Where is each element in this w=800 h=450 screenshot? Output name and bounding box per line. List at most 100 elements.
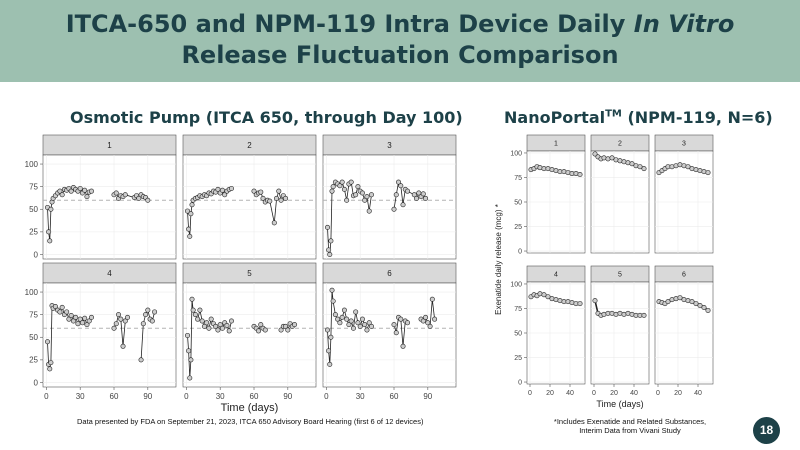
data-point (70, 318, 76, 324)
data-point (609, 310, 615, 316)
facet-panel-2: 2 (590, 134, 650, 254)
x-tick-label: 0 (656, 390, 660, 397)
data-point (411, 192, 417, 198)
slide-title-line2: Release Fluctuation Comparison (181, 41, 619, 69)
data-point (68, 313, 74, 319)
data-point (292, 322, 298, 328)
facet-label: 6 (387, 269, 392, 278)
data-point (393, 192, 399, 198)
data-point (329, 287, 335, 293)
facet-panel-1: 1 0 25 50 75 100 (25, 134, 177, 260)
data-point (577, 301, 583, 307)
data-point (368, 323, 374, 329)
data-point (341, 186, 347, 192)
data-point (197, 307, 203, 313)
x-tick-label: 30 (76, 392, 85, 401)
facet-plot-area (322, 154, 457, 260)
data-point (693, 301, 699, 307)
facet-label: 3 (682, 140, 686, 147)
data-point (669, 297, 675, 303)
data-point (325, 224, 331, 230)
data-point (355, 184, 361, 190)
data-point (204, 320, 210, 326)
x-tick-label: 60 (390, 392, 399, 401)
data-point (52, 304, 58, 310)
data-point (565, 170, 571, 176)
data-point (77, 185, 83, 191)
data-point (705, 170, 711, 176)
data-point (329, 188, 335, 194)
y-axis-title-asterisk: * (494, 204, 503, 209)
data-point (260, 195, 266, 201)
data-point (45, 339, 51, 345)
data-point (79, 320, 85, 326)
data-point (122, 318, 128, 324)
data-point (278, 327, 284, 333)
data-point (335, 316, 341, 322)
data-point (685, 164, 691, 170)
data-point (621, 159, 627, 165)
data-point (228, 185, 234, 191)
data-point (228, 318, 234, 324)
data-point (88, 314, 94, 320)
facet-plot-area (42, 154, 177, 260)
data-point (561, 169, 567, 175)
data-point (186, 226, 192, 232)
data-point (393, 330, 399, 336)
data-point (88, 188, 94, 194)
x-tick-label: 20 (610, 390, 618, 397)
data-point (337, 183, 343, 189)
data-point (553, 297, 559, 303)
x-tick-label: 20 (674, 390, 682, 397)
data-point (677, 162, 683, 168)
facet-panel-3: 3 (322, 134, 457, 260)
data-point (59, 192, 65, 198)
data-point (553, 168, 559, 174)
data-point (251, 188, 257, 194)
y-tick-label: 75 (29, 182, 38, 191)
y-tick-label: 100 (510, 150, 522, 157)
data-point (344, 197, 350, 203)
data-point (398, 183, 404, 189)
data-point (199, 318, 205, 324)
data-point (625, 160, 631, 166)
x-tick-label: 0 (592, 390, 596, 397)
facet-panel-6: 6 0 20 40 (654, 265, 714, 397)
facet-label: 1 (107, 141, 112, 150)
data-point (326, 348, 332, 354)
data-point (605, 156, 611, 162)
data-point (113, 190, 119, 196)
y-tick-label: 50 (514, 330, 522, 337)
data-point (258, 322, 264, 328)
y-tick-label: 50 (29, 333, 38, 342)
data-point (701, 304, 707, 310)
facet-label: 2 (247, 141, 252, 150)
title-banner: ITCA-650 and NPM-119 Intra Device Daily … (0, 0, 800, 82)
data-point (685, 298, 691, 304)
data-point (665, 299, 671, 305)
x-axis-title: Time (days) (221, 402, 279, 414)
x-tick-label: 90 (423, 392, 432, 401)
data-point (391, 206, 397, 212)
right-footnote-line2: Interim Data from Vivani Study (579, 426, 681, 435)
data-point (592, 151, 598, 157)
facet-plot-area (42, 282, 177, 388)
data-point (213, 323, 219, 329)
data-point (701, 169, 707, 175)
data-point (222, 192, 228, 198)
data-point (215, 327, 221, 333)
x-tick-label: 60 (110, 392, 119, 401)
data-point (557, 298, 563, 304)
x-tick-label: 40 (630, 390, 638, 397)
data-point (350, 325, 356, 331)
data-point (364, 194, 370, 200)
x-tick-label: 90 (283, 392, 292, 401)
facet-label: 5 (247, 269, 252, 278)
y-tick-label: 0 (518, 379, 522, 386)
data-point (577, 172, 583, 178)
data-point (423, 195, 429, 201)
facet-label: 1 (554, 140, 558, 147)
